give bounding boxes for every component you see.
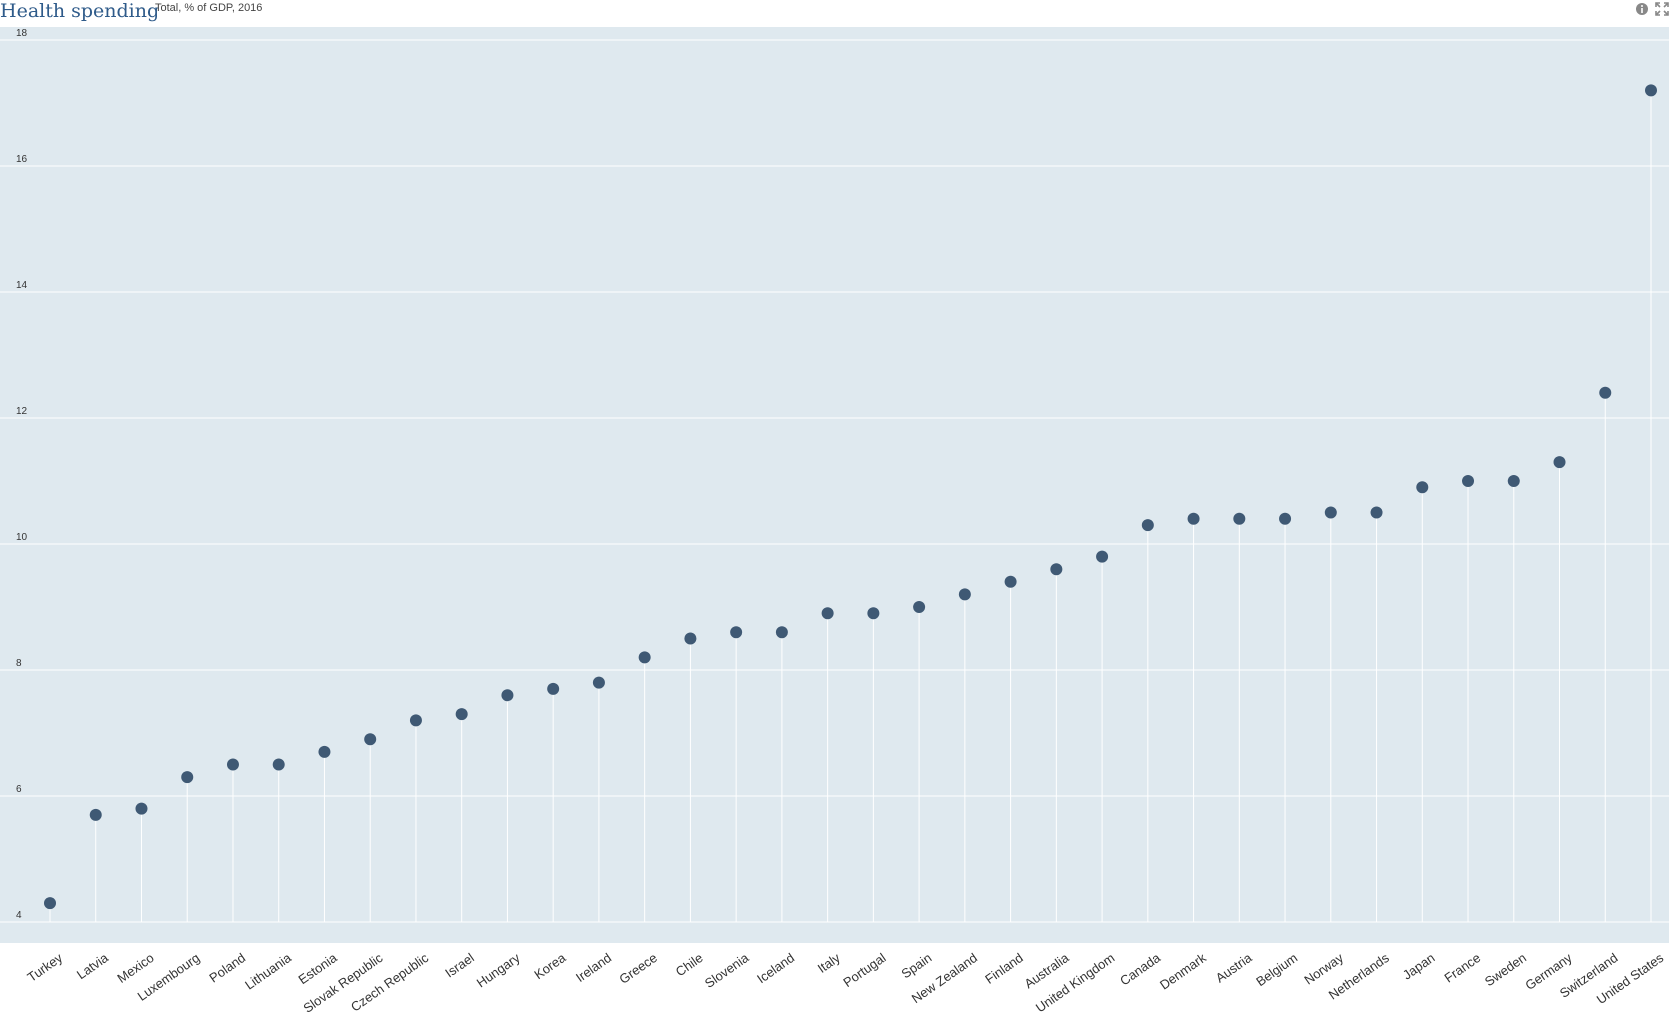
data-point: Greece: 8.2	[638, 651, 651, 664]
data-point: Denmark: 10.4	[1187, 512, 1200, 525]
x-tick-label: Hungary	[474, 950, 523, 991]
info-icon[interactable]	[1635, 2, 1649, 16]
x-tick-label: Israel	[442, 950, 477, 981]
x-tick-label: Finland	[982, 950, 1026, 987]
x-tick-label: Portugal	[840, 950, 888, 990]
data-point: Poland: 6.5	[226, 758, 239, 771]
data-point: Netherlands: 10.5	[1370, 506, 1383, 519]
y-tick-label: 14	[16, 280, 28, 291]
data-point: Slovenia: 8.6	[730, 626, 743, 639]
data-point: Hungary: 7.6	[501, 689, 514, 702]
x-tick-label: Lithuania	[242, 950, 294, 993]
x-tick-label: Greece	[616, 950, 660, 987]
chart-title: Health spending	[0, 0, 160, 22]
data-point: Czech Republic: 7.2	[409, 714, 422, 727]
chart-subtitle: Total, % of GDP, 2016	[155, 2, 263, 14]
x-tick-label: Chile	[673, 950, 706, 979]
data-point: Mexico: 5.8	[135, 802, 148, 815]
x-tick-label: Ireland	[573, 950, 614, 985]
x-tick-label: Denmark	[1157, 950, 1209, 993]
plot-area	[0, 27, 1669, 943]
data-point: Sweden: 11	[1507, 475, 1520, 487]
data-point: Germany: 11.3	[1553, 456, 1566, 469]
x-tick-label: Iceland	[754, 950, 797, 986]
data-point: Ireland: 7.8	[592, 676, 605, 689]
fullscreen-icon[interactable]	[1655, 2, 1669, 16]
x-tick-label: Czech Republic	[348, 950, 432, 1015]
y-tick-label: 10	[16, 532, 28, 543]
x-tick-label: Canada	[1117, 950, 1164, 989]
data-point: Spain: 9	[913, 601, 926, 613]
data-point: Norway: 10.5	[1324, 506, 1337, 519]
x-tick-label: Latvia	[74, 950, 112, 983]
x-tick-label: France	[1441, 950, 1483, 985]
data-point: Latvia: 5.7	[89, 808, 102, 821]
y-tick-label: 16	[16, 154, 28, 165]
y-tick-label: 6	[16, 784, 22, 795]
x-tick-label: Spain	[898, 950, 934, 981]
data-point: Portugal: 8.9	[867, 607, 880, 620]
data-point: New Zealand: 9.2	[958, 588, 971, 601]
x-tick-label: Slovak Republic	[300, 950, 385, 1016]
x-tick-label: Italy	[815, 950, 844, 976]
x-tick-label: Belgium	[1253, 950, 1300, 989]
x-tick-label: Korea	[531, 950, 569, 983]
data-point: Japan: 10.9	[1416, 481, 1429, 494]
x-tick-label: Austria	[1213, 950, 1255, 986]
data-point: Luxembourg: 6.3	[181, 771, 194, 784]
data-point: Israel: 7.3	[455, 708, 468, 721]
x-tick-label: Japan	[1400, 950, 1438, 983]
chart-header: Health spending Total, % of GDP, 2016	[0, 0, 1669, 26]
data-point: Estonia: 6.7	[318, 745, 331, 758]
x-tick-label: United Kingdom	[1033, 950, 1117, 1015]
data-point: Australia: 9.6	[1050, 563, 1063, 576]
data-point: Lithuania: 6.5	[272, 758, 285, 771]
data-point: Austria: 10.4	[1233, 512, 1246, 525]
data-point: Slovak Republic: 6.9	[364, 733, 377, 746]
x-tick-label: Sweden	[1482, 950, 1529, 989]
data-point: Canada: 10.3	[1141, 519, 1154, 532]
data-point: Turkey: 4.3	[44, 897, 56, 910]
x-tick-label: Turkey	[24, 950, 65, 985]
data-point: United States: 17.2	[1645, 84, 1657, 97]
data-point: Belgium: 10.4	[1279, 512, 1292, 525]
data-point: Italy: 8.9	[821, 607, 834, 620]
data-point: Switzerland: 12.4	[1599, 386, 1612, 399]
x-tick-label: Slovenia	[702, 950, 752, 991]
data-point: United Kingdom: 9.8	[1096, 550, 1109, 563]
data-point: Finland: 9.4	[1004, 575, 1017, 588]
y-tick-label: 12	[16, 406, 28, 417]
chart-toolbar	[1635, 0, 1669, 18]
y-tick-label: 8	[16, 658, 22, 669]
data-point: Iceland: 8.6	[775, 626, 788, 639]
y-tick-label: 4	[16, 910, 22, 921]
data-point: France: 11	[1462, 475, 1475, 487]
data-point: Korea: 7.7	[547, 682, 560, 695]
data-point: Chile: 8.5	[684, 632, 697, 645]
y-tick-label: 18	[16, 28, 28, 39]
